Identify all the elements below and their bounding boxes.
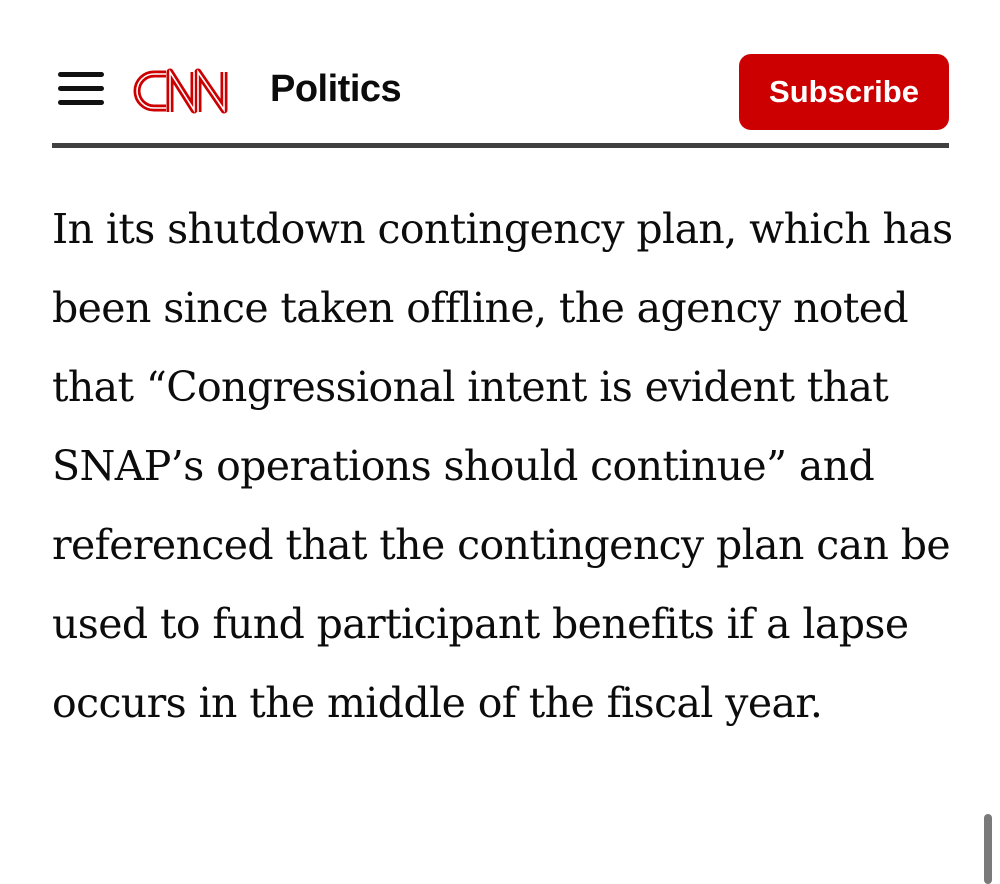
svg-text:CNN: CNN bbox=[132, 62, 134, 63]
hamburger-menu-icon[interactable] bbox=[58, 72, 104, 106]
article-paragraph: In its shutdown contingency plan, which … bbox=[52, 205, 953, 727]
header-divider bbox=[52, 143, 949, 148]
scrollbar[interactable] bbox=[984, 814, 992, 884]
article-body: In its shutdown contingency plan, which … bbox=[52, 190, 972, 743]
cnn-logo[interactable]: CNN bbox=[132, 62, 250, 120]
section-title[interactable]: Politics bbox=[270, 68, 402, 110]
subscribe-button[interactable]: Subscribe bbox=[739, 54, 949, 130]
site-header: CNN Politics Subscribe bbox=[52, 52, 949, 130]
